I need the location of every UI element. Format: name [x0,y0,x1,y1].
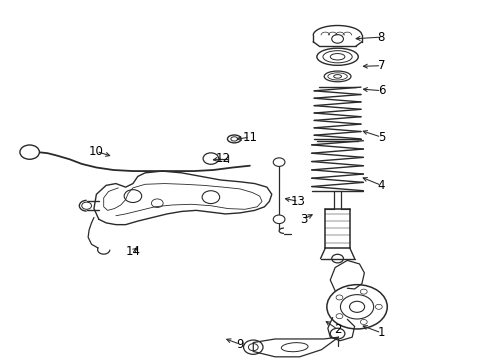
Text: 5: 5 [378,131,385,144]
Text: 2: 2 [334,323,342,336]
Ellipse shape [324,71,351,82]
Text: 12: 12 [216,152,231,165]
Text: 13: 13 [291,195,306,208]
Text: 1: 1 [378,327,385,339]
Circle shape [20,145,39,159]
Ellipse shape [317,48,358,65]
Text: 10: 10 [89,145,104,158]
Text: 6: 6 [378,84,385,97]
Text: 14: 14 [125,245,141,258]
Text: 3: 3 [300,213,307,226]
Text: 8: 8 [378,31,385,44]
Text: 4: 4 [378,179,385,192]
Circle shape [203,153,219,164]
Circle shape [273,215,285,224]
Circle shape [273,158,285,166]
Text: 7: 7 [378,59,385,72]
Ellipse shape [227,135,241,143]
Text: 9: 9 [236,338,244,351]
Text: 11: 11 [243,131,257,144]
